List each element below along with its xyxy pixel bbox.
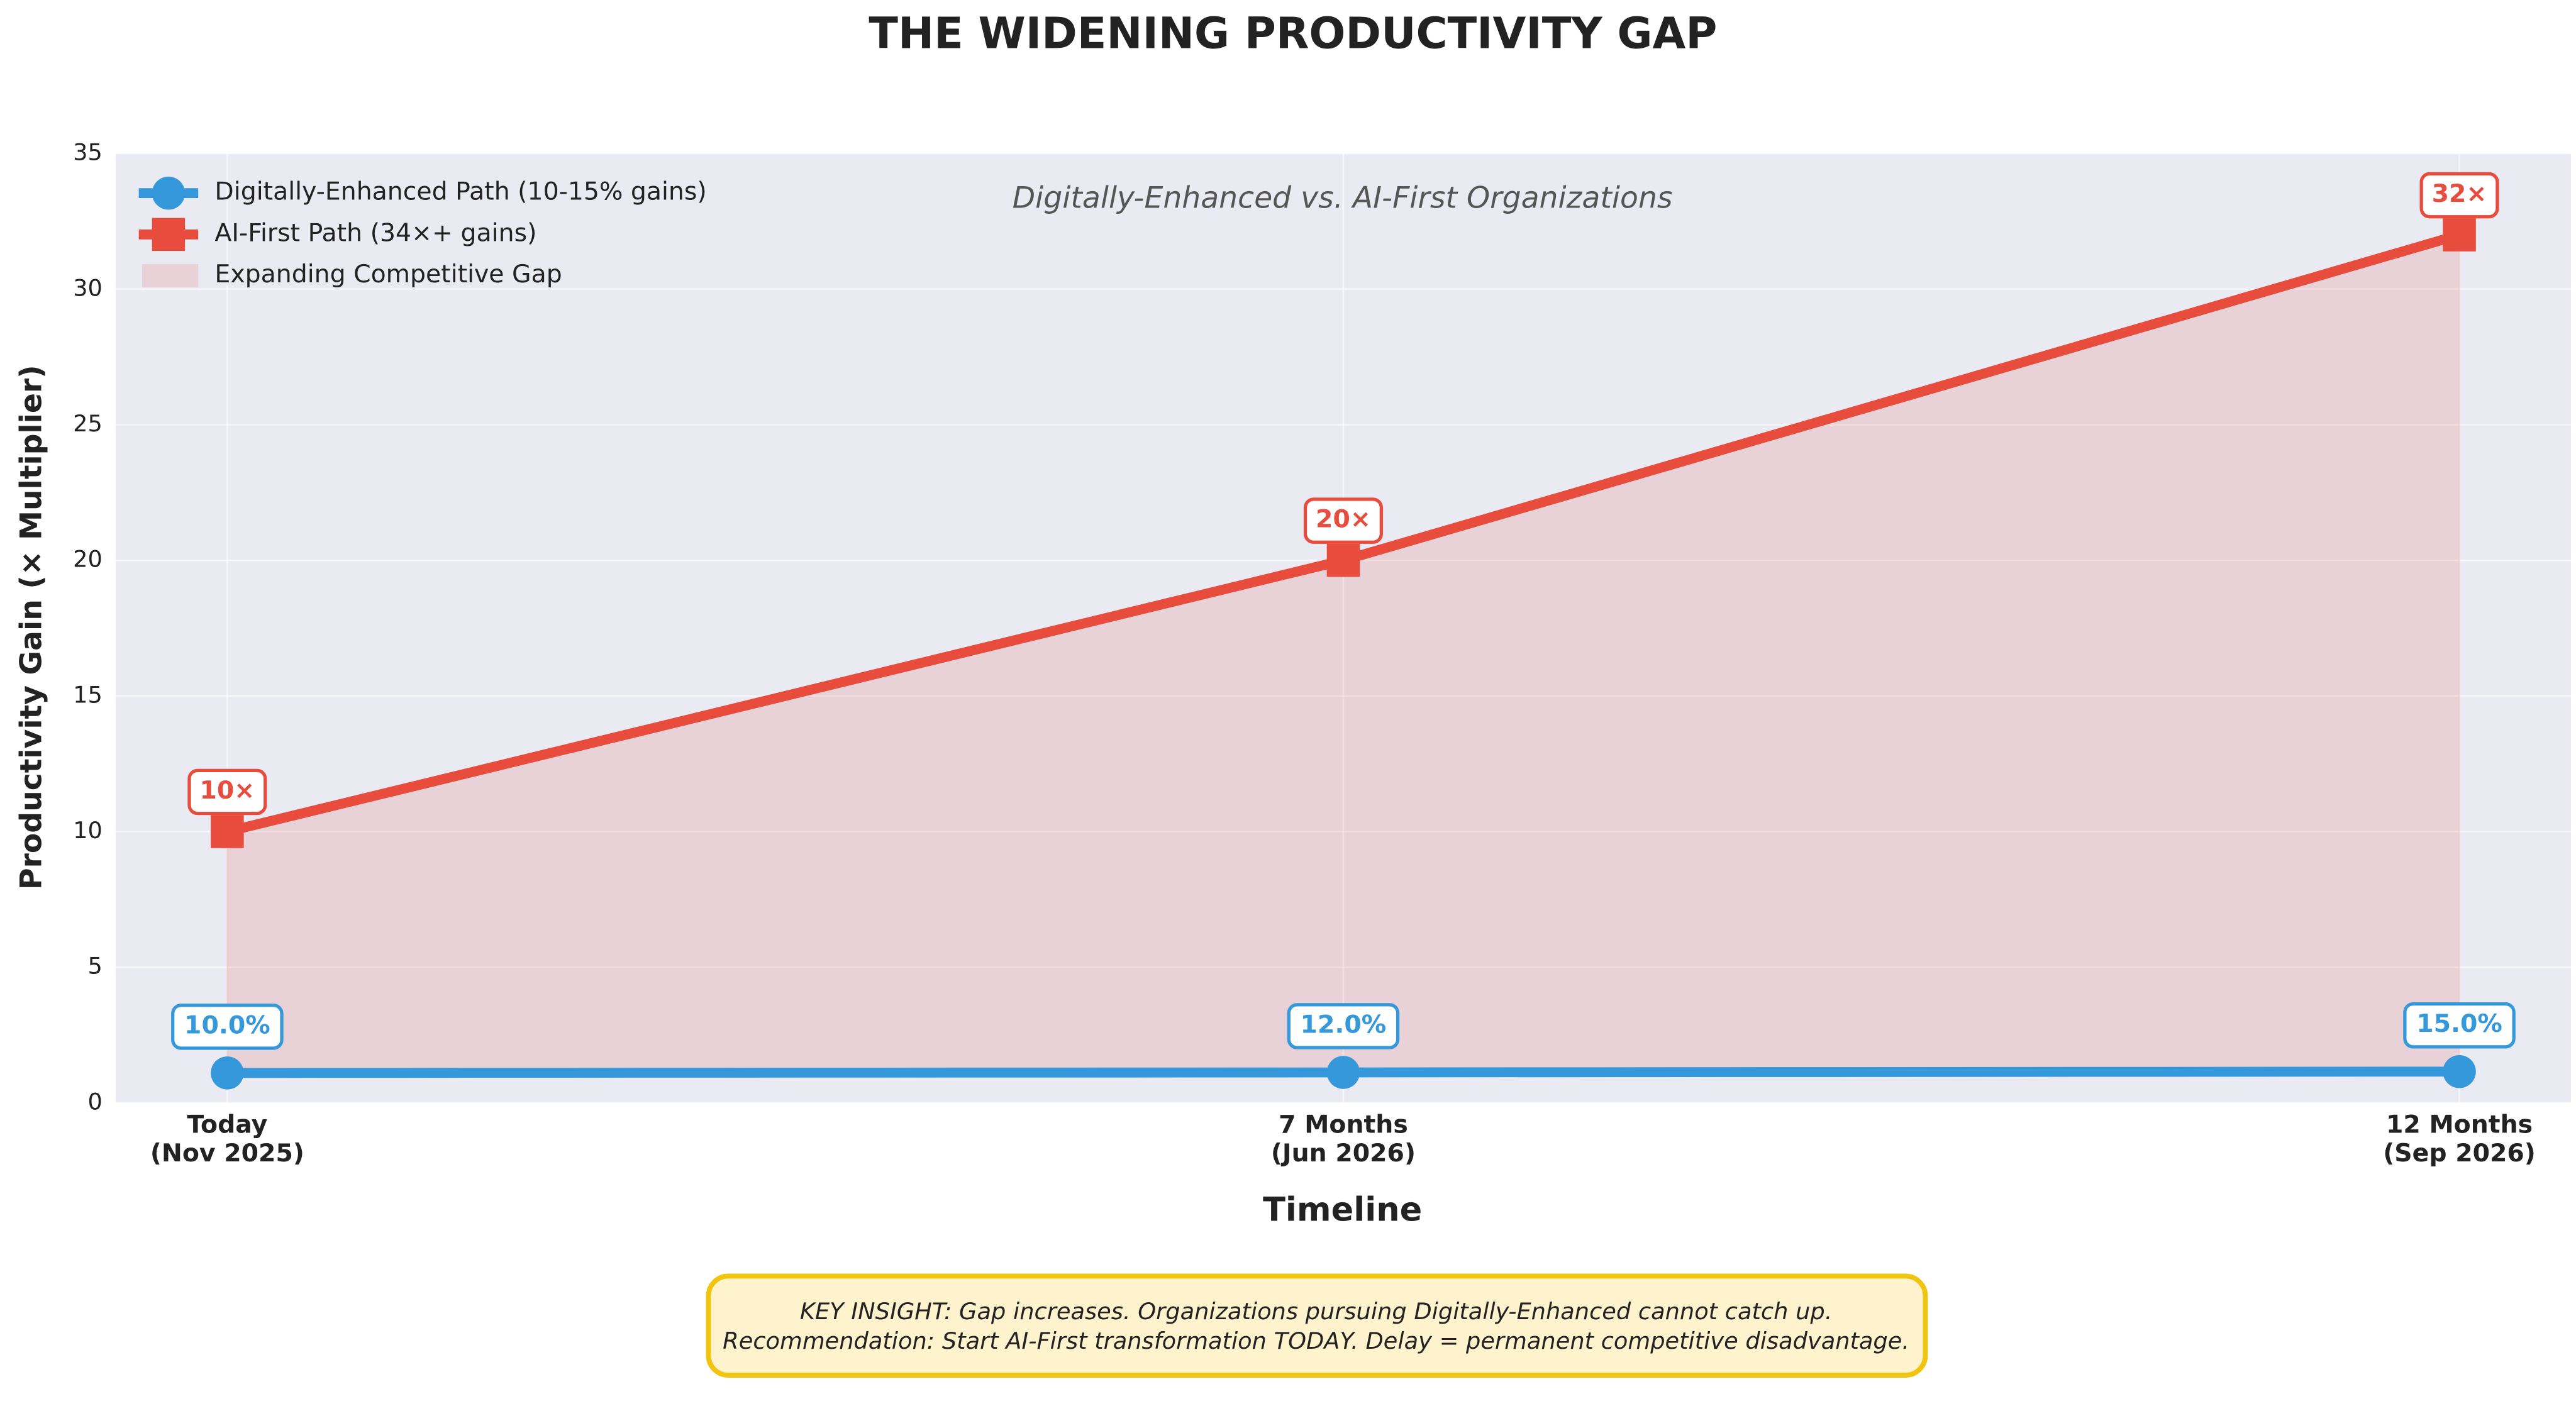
insight-line: KEY INSIGHT: Gap increases. Organization… bbox=[800, 1298, 1833, 1325]
legend-label: Expanding Competitive Gap bbox=[214, 260, 562, 289]
y-tick-label: 30 bbox=[73, 274, 103, 301]
value-label-box bbox=[2419, 172, 2499, 219]
x-tick-label: 7 Months (Jun 2026) bbox=[1271, 1110, 1416, 1167]
legend-label: Digitally-Enhanced Path (10-15% gains) bbox=[214, 177, 706, 206]
value-label-box bbox=[171, 1004, 284, 1050]
marker bbox=[2443, 1054, 2476, 1088]
value-label: 10× bbox=[199, 776, 255, 805]
value-label: 32× bbox=[2432, 179, 2487, 208]
y-tick-label: 15 bbox=[73, 681, 103, 708]
value-label: 15.0% bbox=[2416, 1009, 2502, 1038]
y-tick-label: 10 bbox=[73, 817, 103, 844]
value-label: 10.0% bbox=[184, 1010, 270, 1039]
chart-title: THE WIDENING PRODUCTIVITY GAP bbox=[869, 9, 1717, 58]
y-tick-label: 0 bbox=[88, 1088, 103, 1115]
y-axis-label: Productivity Gain (× Multiplier) bbox=[14, 365, 49, 890]
marker bbox=[1326, 1056, 1360, 1089]
y-tick-label: 5 bbox=[88, 953, 103, 980]
y-tick-label: 35 bbox=[73, 139, 103, 166]
marker bbox=[211, 815, 244, 848]
marker bbox=[1326, 543, 1360, 577]
value-label-box bbox=[1303, 497, 1383, 544]
y-tick-label: 20 bbox=[73, 546, 103, 573]
value-label-box bbox=[1287, 1003, 1400, 1049]
value-label-box bbox=[2403, 1002, 2516, 1049]
x-axis-label: Timeline bbox=[1263, 1191, 1422, 1229]
value-label: 12.0% bbox=[1301, 1010, 1387, 1039]
marker bbox=[2443, 218, 2476, 252]
marker bbox=[211, 1056, 244, 1090]
value-label-box bbox=[187, 768, 267, 816]
x-tick-label: Today (Nov 2025) bbox=[150, 1110, 304, 1167]
legend-marker bbox=[152, 218, 186, 252]
y-tick-label: 25 bbox=[73, 410, 103, 437]
legend-patch bbox=[142, 264, 199, 287]
x-tick-label: 12 Months (Sep 2026) bbox=[2383, 1110, 2536, 1167]
insight-line: Recommendation: Start AI-First transform… bbox=[723, 1327, 1909, 1354]
legend-label: AI-First Path (34×+ gains) bbox=[214, 218, 536, 247]
value-label: 20× bbox=[1316, 505, 1371, 534]
legend-marker bbox=[152, 176, 186, 210]
insight-box bbox=[706, 1273, 1928, 1378]
